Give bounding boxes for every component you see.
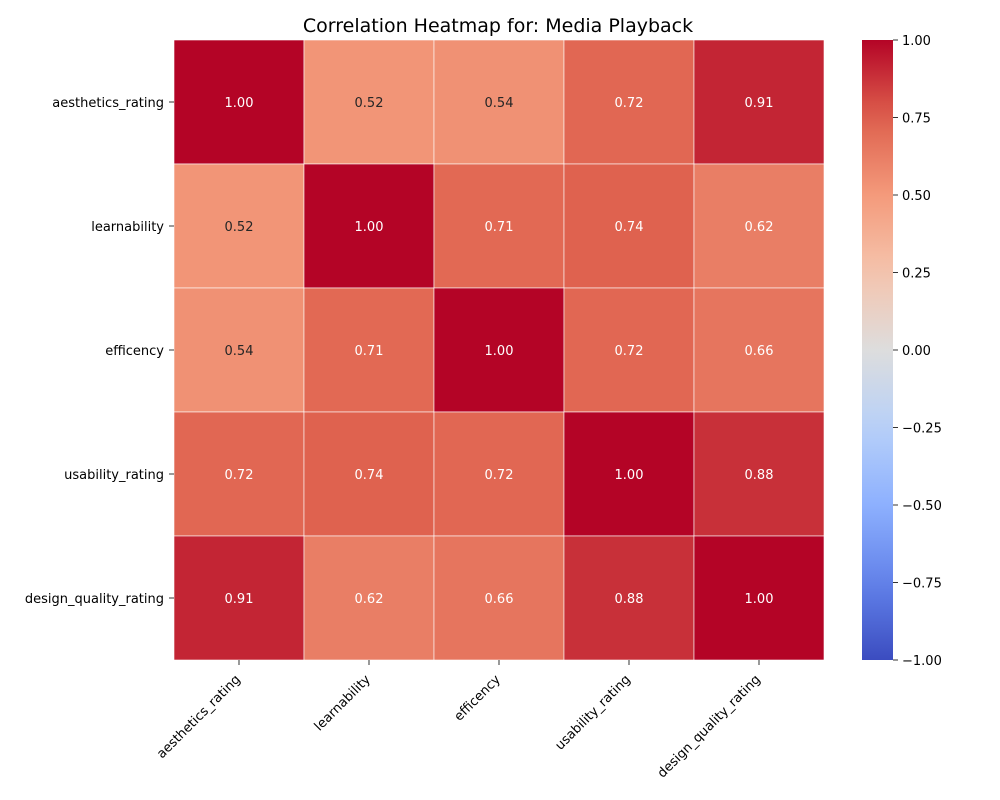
colorbar-tick-label: −0.50 (902, 499, 942, 514)
y-tick-label: learnability (91, 220, 164, 235)
heatmap-cell (303, 39, 435, 165)
heatmap-cell (563, 287, 695, 413)
x-tick-label: usability_rating (553, 672, 634, 753)
colorbar-gradient (862, 40, 893, 660)
heatmap-cell (173, 39, 305, 165)
x-tick-label: design_quality_rating (655, 672, 764, 781)
heatmap-cell (173, 535, 305, 661)
x-tick-label: efficency (452, 672, 504, 724)
heatmap-cell (173, 163, 305, 289)
cell-value-label: 0.52 (225, 220, 254, 235)
heatmap-cell (433, 535, 565, 661)
y-tick-label: aesthetics_rating (52, 96, 164, 111)
cell-value-label: 0.66 (485, 592, 514, 607)
y-tick-label: efficency (105, 344, 164, 359)
heatmap-cell (693, 287, 825, 413)
heatmap-cells: 1.00 0.52 0.54 0.72 0.91 0.52 1.00 0.71 0.74 0.62… (173, 39, 825, 661)
heatmap-cell (563, 39, 695, 165)
cell-value-label: 0.72 (615, 96, 644, 111)
heatmap-cell (303, 411, 435, 537)
colorbar-tick-label: −1.00 (902, 654, 942, 669)
heatmap-cell (563, 411, 695, 537)
colorbar: 1.00 0.75 0.50 0.25 0.00 −0.25 −0.50 −0.75 −1.00 (862, 34, 942, 669)
colorbar-tick-label: 0.25 (902, 267, 931, 282)
cell-value-label: 0.71 (355, 344, 384, 359)
heatmap-cell (433, 411, 565, 537)
cell-value-label: 0.91 (225, 592, 254, 607)
cell-value-label: 0.91 (745, 96, 774, 111)
heatmap-cell (303, 535, 435, 661)
heatmap-cell (303, 287, 435, 413)
cell-value-label: 0.54 (225, 344, 254, 359)
cell-value-label: 0.74 (615, 220, 644, 235)
cell-value-label: 1.00 (225, 96, 254, 111)
cell-value-label: 0.72 (485, 468, 514, 483)
cell-value-label: 0.62 (745, 220, 774, 235)
cell-value-label: 0.88 (615, 592, 644, 607)
heatmap-cell (433, 163, 565, 289)
chart-title: Correlation Heatmap for: Media Playback (303, 15, 693, 37)
cell-value-label: 0.52 (355, 96, 384, 111)
heatmap-cell (433, 39, 565, 165)
cell-value-label: 1.00 (485, 344, 514, 359)
colorbar-tick-label: −0.25 (902, 422, 942, 437)
x-axis: aesthetics_rating learnability efficency us… (154, 660, 764, 781)
cell-value-label: 1.00 (745, 592, 774, 607)
heatmap-cell (433, 287, 565, 413)
colorbar-tick-label: 1.00 (902, 34, 931, 49)
heatmap-cell (693, 39, 825, 165)
cell-value-label: 0.66 (745, 344, 774, 359)
cell-value-label: 0.74 (355, 468, 384, 483)
cell-value-label: 0.54 (485, 96, 514, 111)
x-tick-label: learnability (312, 672, 374, 734)
cell-value-label: 1.00 (615, 468, 644, 483)
heatmap-cell (693, 535, 825, 661)
heatmap-cell (693, 163, 825, 289)
colorbar-tick-label: 0.50 (902, 189, 931, 204)
y-tick-label: design_quality_rating (25, 592, 164, 607)
colorbar-tick-label: −0.75 (902, 577, 942, 592)
cell-value-label: 0.72 (615, 344, 644, 359)
y-axis: aesthetics_rating learnability efficency us… (25, 96, 174, 607)
cell-value-label: 1.00 (355, 220, 384, 235)
cell-value-label: 0.71 (485, 220, 514, 235)
cell-value-label: 0.62 (355, 592, 384, 607)
y-tick-label: usability_rating (64, 468, 164, 483)
x-tick-label: aesthetics_rating (154, 672, 244, 762)
cell-value-label: 0.72 (225, 468, 254, 483)
colorbar-tick-label: 0.00 (902, 344, 931, 359)
cell-value-label: 0.88 (745, 468, 774, 483)
heatmap-cell (303, 163, 435, 289)
heatmap-cell (693, 411, 825, 537)
colorbar-tick-label: 0.75 (902, 112, 931, 127)
